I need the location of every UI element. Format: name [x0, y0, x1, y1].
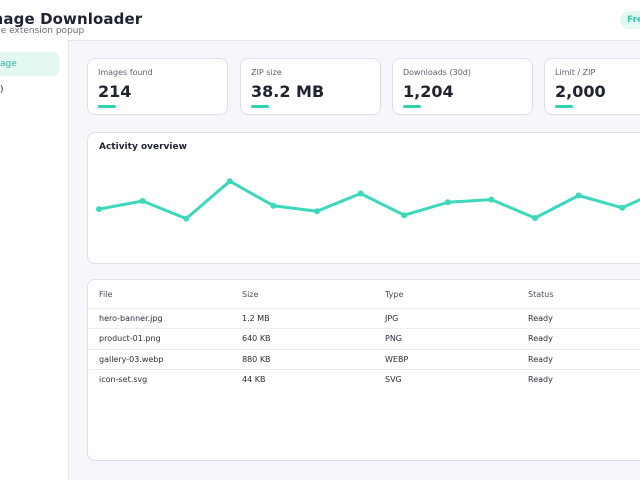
cell-status: Ready: [528, 334, 553, 343]
stat-label: ZIP size: [251, 68, 282, 77]
chart-title: Activity overview: [99, 142, 187, 152]
app-subtitle: ge extension popup: [0, 26, 85, 36]
sidebar-item-second[interactable]: ): [0, 78, 59, 102]
cell-status: Ready: [528, 314, 553, 323]
header: Image Downloader ge extension popup Free: [0, 0, 640, 41]
activity-point: [401, 212, 408, 219]
main-content: Images found 214 ZIP size 38.2 MB Downlo…: [69, 41, 640, 480]
sidebar-item-label: ): [0, 85, 4, 95]
stat-value: 38.2 MB: [251, 82, 325, 101]
stat-value: 2,000: [555, 82, 606, 101]
row-divider: [88, 349, 640, 350]
cell-file: product-01.png: [99, 334, 161, 343]
activity-point: [139, 198, 146, 204]
row-divider: [88, 369, 640, 370]
column-header-file: File: [99, 290, 113, 299]
app-title: Image Downloader: [0, 10, 143, 28]
activity-series-line: [97, 179, 640, 221]
cell-file: hero-banner.jpg: [99, 314, 163, 323]
stat-value: 1,204: [403, 82, 454, 101]
activity-point: [444, 199, 451, 206]
row-divider: [88, 328, 640, 329]
sidebar-item-label: age: [0, 59, 17, 69]
activity-point: [619, 204, 626, 211]
column-header-status: Status: [528, 290, 554, 299]
activity-point: [488, 196, 495, 203]
cell-file: icon-set.svg: [99, 375, 148, 384]
stat-card-zip-size: ZIP size 38.2 MB: [240, 58, 381, 115]
stat-accent-bar: [403, 105, 421, 108]
stat-label: Limit / ZIP: [555, 68, 596, 77]
plan-badge[interactable]: Free: [620, 11, 640, 29]
activity-point: [96, 206, 102, 213]
activity-point: [270, 202, 277, 209]
cell-file: gallery-03.webp: [99, 355, 164, 364]
activity-card: Activity overview: [87, 132, 640, 264]
cell-type: JPG: [385, 314, 399, 323]
column-header-type: Type: [385, 290, 404, 299]
activity-point: [357, 190, 364, 197]
activity-point: [226, 178, 233, 185]
activity-line-chart: [96, 178, 640, 222]
stat-accent-bar: [98, 105, 116, 108]
cell-status: Ready: [528, 355, 553, 364]
cell-type: WEBP: [385, 355, 409, 364]
cell-size: 1.2 MB: [242, 314, 270, 323]
activity-point: [532, 215, 538, 221]
stat-accent-bar: [251, 105, 269, 108]
header-divider: [88, 308, 640, 309]
cell-status: Ready: [528, 375, 553, 384]
cell-size: 44 KB: [242, 375, 266, 384]
sidebar: age ): [0, 40, 69, 480]
cell-type: SVG: [385, 375, 402, 384]
stat-label: Downloads (30d): [403, 68, 471, 77]
column-header-size: Size: [242, 290, 259, 299]
activity-point: [575, 192, 582, 199]
cell-type: PNG: [385, 334, 403, 343]
files-table-card: File Size Type Status hero-banner.jpg 1.…: [87, 279, 640, 461]
stat-label: Images found: [98, 68, 153, 77]
stat-value: 214: [98, 82, 132, 101]
activity-point: [314, 208, 320, 215]
cell-size: 880 KB: [242, 355, 271, 364]
cell-size: 640 KB: [242, 334, 271, 343]
stat-card-downloads: Downloads (30d) 1,204: [392, 58, 533, 115]
stat-accent-bar: [555, 105, 573, 108]
sidebar-item-active[interactable]: age: [0, 52, 59, 76]
stat-card-images-found: Images found 214: [87, 58, 228, 115]
activity-point: [183, 215, 190, 222]
stat-card-limit: Limit / ZIP 2,000: [544, 58, 640, 115]
